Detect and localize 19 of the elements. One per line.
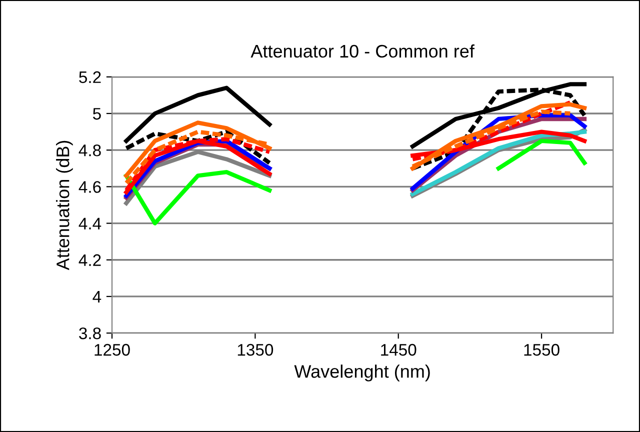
y-tick-label: 4.4: [78, 218, 102, 230]
line-series: [124, 86, 272, 144]
x-tick-label: 1450: [381, 344, 416, 356]
y-tick-label: 5: [92, 108, 101, 120]
x-axis-title: Wavelenght (nm): [294, 364, 430, 382]
y-tick-label: 4.2: [78, 254, 101, 266]
y-tick-label: 4.8: [78, 144, 101, 156]
x-tick-label: 1350: [238, 344, 274, 356]
y-tick-label: 5.2: [79, 71, 101, 84]
x-tick-label: 1550: [524, 344, 560, 356]
y-tick-label: 4: [92, 291, 102, 303]
y-tick-label: 3.8: [79, 327, 101, 340]
y-tick-label: 4.6: [78, 181, 101, 193]
x-tick-label: 1250: [94, 344, 130, 356]
line-series: [496, 138, 587, 170]
y-axis-title: Attenuation (dB): [56, 140, 73, 270]
line-series: [124, 170, 272, 226]
line-series: [124, 130, 272, 165]
chart-title: Attenuator 10 - Common ref: [250, 44, 474, 58]
